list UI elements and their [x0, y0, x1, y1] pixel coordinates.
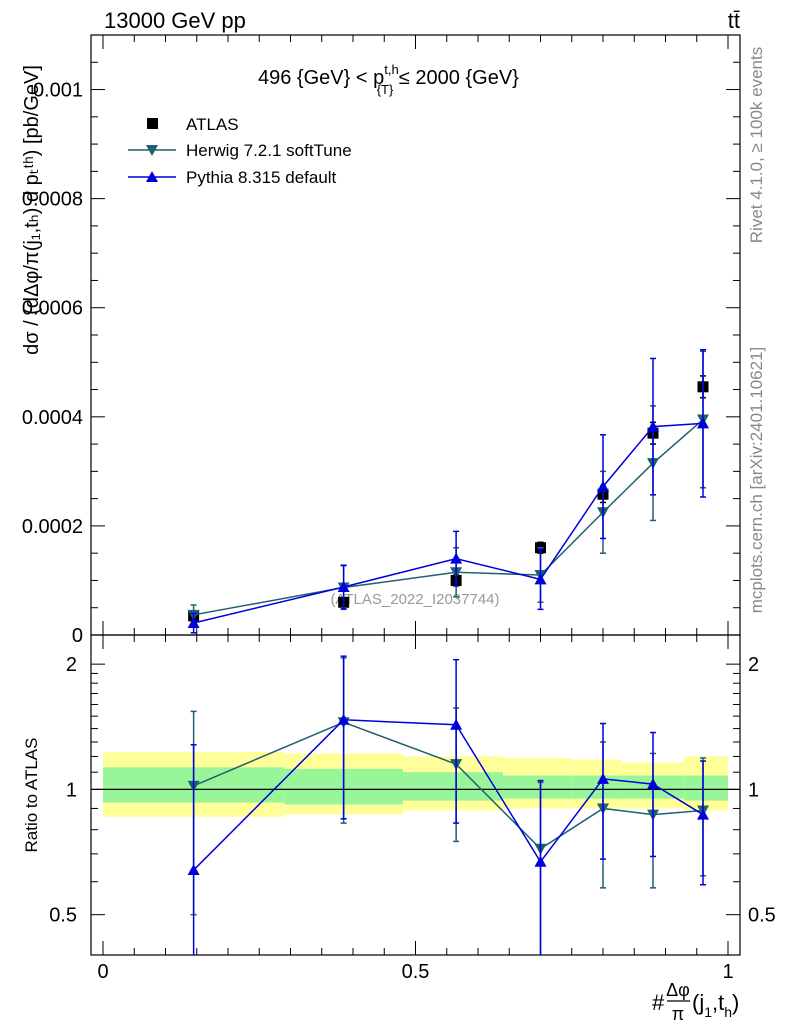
x-tick-label: 0: [97, 961, 108, 983]
legend-herwig-marker: [146, 145, 158, 156]
ratio-uncertainty-bands: [91, 751, 740, 817]
legend-pythia-label: Pythia 8.315 default: [186, 168, 337, 187]
title-sup: t,h: [384, 62, 398, 77]
pythia-point: [647, 420, 659, 432]
watermark: (ATLAS_2022_I2037744): [330, 591, 499, 608]
legend-atlas-label: ATLAS: [186, 115, 239, 134]
ratio-y-tick-label: 1: [66, 779, 77, 801]
legend-atlas-marker: [147, 118, 158, 129]
ratio-y-tick-label-right: 0.5: [748, 905, 776, 927]
pythia-point: [597, 480, 609, 492]
ratio-pythia-point: [337, 713, 350, 725]
main-panel: (ATLAS_2022_I2037744) 0 0.0002 0.0004 0.000…: [21, 34, 741, 647]
xlabel-sub1: 1: [704, 1004, 712, 1020]
band-inner: [684, 775, 728, 801]
main-series: [187, 348, 709, 634]
ratio-pythia-point: [534, 855, 547, 867]
ratio-y-axis: 0.5 0.5 1 1 2 2: [49, 654, 776, 927]
ratio-y-tick-label: 2: [66, 654, 77, 676]
main-title: 496 {GeV} < pt,h {T} ≤ 2000 {GeV}: [258, 62, 519, 97]
pythia-point: [187, 617, 200, 628]
rivet-label: Rivet 4.1.0, ≥ 100k events: [747, 47, 766, 243]
band-inner: [403, 772, 503, 801]
xlabel-j: (j: [692, 990, 704, 1015]
main-x-ticks: [102, 35, 729, 635]
herwig-line: [193, 418, 704, 616]
xlabel-end: ): [732, 990, 739, 1015]
pythia-point: [337, 581, 350, 592]
title-prefix: 496 {GeV} < p: [258, 67, 384, 89]
legend: ATLAS Herwig 7.2.1 softTune Pythia 8.315…: [128, 115, 352, 187]
ratio-pythia-point: [647, 778, 659, 790]
xlabel-sub2: h: [724, 1004, 732, 1020]
legend-pythia-marker: [146, 171, 158, 182]
ratio-pythia-point: [597, 772, 609, 784]
pythia-point: [534, 573, 547, 585]
xlabel-frac-num: Δφ: [666, 980, 690, 1000]
title-suffix: ≤ 2000 {GeV}: [393, 67, 519, 89]
y-tick-label: 0.001: [33, 80, 83, 102]
ratio-x-axis: 0 0.5 1: [97, 635, 734, 983]
ratio-pythia-point: [187, 864, 200, 876]
x-tick-label: 0.5: [402, 961, 430, 983]
ratio-y-tick-label-right: 2: [748, 654, 759, 676]
y-tick-label: 0.0004: [22, 407, 83, 429]
y-tick-label: 0.0006: [22, 298, 83, 320]
y-tick-label: 0: [72, 625, 83, 647]
ratio-pythia-point: [450, 718, 463, 730]
header-right: tt̄: [728, 8, 740, 33]
x-tick-label: 1: [722, 961, 733, 983]
y-tick-label: 0.0002: [22, 516, 83, 538]
band-inner: [503, 775, 572, 799]
title-sub: {T}: [377, 82, 394, 97]
mcplots-label: mcplots.cern.ch [arXiv:2401.10621]: [747, 347, 766, 613]
main-ylabel: dσ / (dΔφ/π(j₁,tₕ) d pₜᵗʰ) [pb/GeV]: [21, 65, 43, 355]
y-tick-label: 0.0008: [22, 189, 83, 211]
header-left: 13000 GeV pp: [104, 8, 246, 33]
pythia-point: [450, 552, 463, 564]
ratio-y-tick-label: 0.5: [49, 905, 77, 927]
ratio-y-tick-label-right: 1: [748, 779, 759, 801]
ratio-ylabel: Ratio to ATLAS: [22, 738, 41, 853]
pythia-point: [697, 417, 709, 429]
ratio-panel: 0.5 0.51 12 2 0 0.5 1 Ratio to ATLAS # Δφ π (…: [22, 634, 776, 1024]
x-axis-label: # Δφ π (j1,th): [652, 980, 739, 1024]
main-y-axis: 0 0.0002 0.0004 0.0006 0.0008 0.001: [22, 61, 740, 647]
ratio-series: [187, 655, 709, 955]
xlabel-t: ,t: [712, 990, 724, 1015]
legend-herwig-label: Herwig 7.2.1 softTune: [186, 141, 352, 160]
ratio-pythia-point: [697, 808, 709, 820]
xlabel-prefix: #: [652, 990, 665, 1015]
xlabel-suffix: (j1,th): [692, 990, 739, 1020]
xlabel-frac-den: π: [672, 1004, 684, 1024]
